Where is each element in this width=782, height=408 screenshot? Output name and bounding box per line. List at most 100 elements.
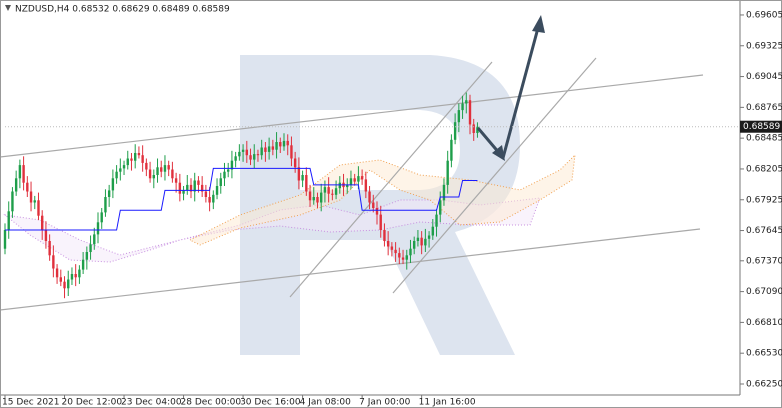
candle-body xyxy=(290,145,293,159)
candle-body xyxy=(282,140,286,147)
candle-body xyxy=(208,197,211,203)
candle-body xyxy=(398,253,401,258)
candle-body xyxy=(305,175,308,192)
candle-body xyxy=(178,182,182,194)
candle-body xyxy=(401,257,405,260)
candle-body xyxy=(349,178,353,185)
candle-body xyxy=(137,153,141,156)
candle-body xyxy=(256,154,260,156)
candle-body xyxy=(141,155,144,163)
x-tick-label: 28 Dec 00:00 xyxy=(181,398,242,408)
candle-body xyxy=(446,160,449,185)
arrow-up xyxy=(501,27,540,159)
candle-body xyxy=(267,146,271,152)
candle-body xyxy=(171,169,174,179)
y-tick-label: 0.69605 xyxy=(746,10,782,20)
candle-body xyxy=(227,169,230,172)
candle-body xyxy=(394,249,397,254)
candle-body xyxy=(70,274,74,280)
y-tick-label: 0.67925 xyxy=(746,195,782,205)
candle-body xyxy=(364,179,368,192)
candle-body xyxy=(63,281,66,289)
y-tick-label: 0.66530 xyxy=(746,349,782,359)
candle-body xyxy=(476,126,479,133)
x-tick-label: 15 Dec 2021 xyxy=(2,398,60,408)
channel-upper xyxy=(0,74,704,158)
candle-body xyxy=(427,235,431,239)
candle-body xyxy=(301,175,304,181)
candle-body xyxy=(241,149,245,152)
candle-body xyxy=(22,165,25,183)
candle-body xyxy=(353,178,356,182)
candle-body xyxy=(48,241,51,256)
candle-body xyxy=(96,222,100,235)
candle-body xyxy=(26,182,29,192)
cloud-orange xyxy=(188,153,576,246)
candle-body xyxy=(230,160,234,170)
candle-body xyxy=(37,200,40,216)
logo-r xyxy=(240,55,520,355)
candle-body xyxy=(7,211,10,231)
candle-body xyxy=(457,110,461,123)
candle-body xyxy=(271,146,275,150)
candle-body xyxy=(297,167,301,181)
y-tick-label: 0.69045 xyxy=(746,72,782,82)
candle-body xyxy=(18,165,22,179)
y-tick-label: 0.67370 xyxy=(746,256,782,266)
trendlines xyxy=(0,57,704,311)
candle-body xyxy=(334,188,338,195)
x-tick-label: 11 Jan 16:00 xyxy=(419,398,476,408)
candle-body xyxy=(372,202,375,209)
y-tick-label: 0.69325 xyxy=(746,41,782,51)
arrow-head xyxy=(532,15,545,33)
candle-body xyxy=(379,214,382,231)
candle-body xyxy=(163,165,167,172)
candle-body xyxy=(41,215,44,231)
candle-body xyxy=(167,165,170,170)
y-tick-label: 0.68205 xyxy=(746,164,782,174)
candle-body xyxy=(197,180,200,185)
candle-body xyxy=(383,230,386,242)
x-tick-label: 20 Dec 12:00 xyxy=(62,398,123,408)
candle-body xyxy=(126,158,129,166)
candle-body xyxy=(67,279,70,289)
candle-body xyxy=(409,248,412,256)
rising-line xyxy=(392,57,597,294)
candle-body xyxy=(461,103,464,111)
candle-body xyxy=(200,184,204,192)
candle-body xyxy=(264,147,267,152)
candle-body xyxy=(472,124,475,133)
candle-body xyxy=(3,230,7,249)
candle-body xyxy=(416,237,420,242)
candle-body xyxy=(375,208,379,215)
candle-body xyxy=(308,191,312,201)
candle-body xyxy=(279,142,282,147)
y-tick-label: 0.68485 xyxy=(746,134,782,144)
candle-body xyxy=(465,100,468,104)
candle-body xyxy=(390,246,394,250)
candle-body xyxy=(442,184,446,201)
candle-body xyxy=(29,191,33,203)
candle-body xyxy=(245,149,248,156)
watermark xyxy=(240,55,520,355)
candle-body xyxy=(357,176,360,182)
candle-body xyxy=(59,277,62,282)
candle-body xyxy=(338,182,341,189)
candle-body xyxy=(293,158,297,168)
candle-body xyxy=(14,178,18,192)
candle-body xyxy=(174,178,178,183)
candle-body xyxy=(238,151,241,157)
candle-body xyxy=(156,167,159,176)
rising-line xyxy=(289,61,493,298)
candle-body xyxy=(11,191,14,212)
candle-body xyxy=(81,259,85,270)
candle-body xyxy=(134,153,137,161)
ichimoku-cloud xyxy=(3,153,576,263)
candle-body xyxy=(450,139,453,161)
candle-body xyxy=(152,175,155,179)
cloud-purple xyxy=(3,197,541,263)
candle-body xyxy=(346,184,349,188)
candle-body xyxy=(193,180,196,192)
candle-body xyxy=(74,274,77,278)
x-tick-label: 23 Dec 04:00 xyxy=(121,398,182,408)
